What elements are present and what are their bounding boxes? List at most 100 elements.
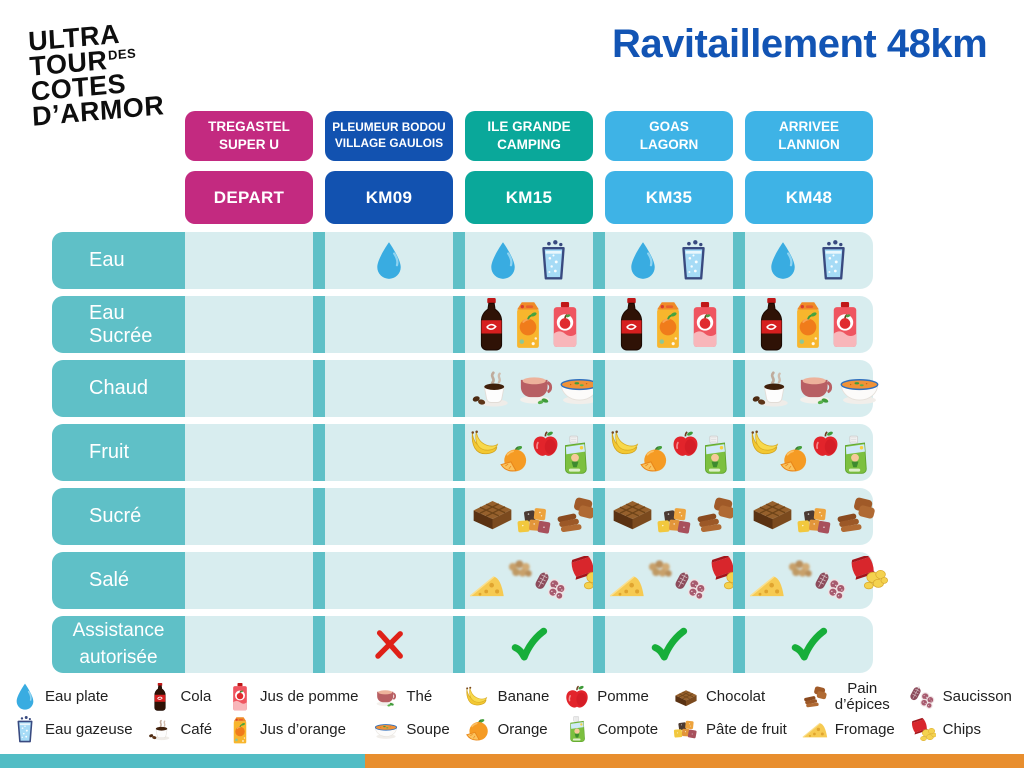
supply-cell: [325, 616, 453, 673]
chocolate-icon: [609, 495, 656, 531]
soup-icon: [373, 716, 399, 744]
sparkling-water-icon: [677, 240, 710, 282]
legend-column: Cola Café: [147, 682, 212, 745]
supply-cell: [185, 488, 313, 545]
saucisson-icon: [535, 570, 568, 600]
column-separator: [453, 360, 465, 417]
legend-label: Jus d’orange: [260, 721, 346, 739]
legend-label: Banane: [497, 688, 550, 706]
supply-cell: [185, 296, 313, 353]
column-separator: [453, 296, 465, 353]
supply-cell: [465, 488, 593, 545]
legend-column: Jus de pomme Jus d’orange: [227, 682, 358, 745]
column-separator: [453, 424, 465, 481]
row-label: Fruit: [52, 424, 185, 481]
apple-juice-icon: [551, 302, 579, 348]
orange-icon: [499, 444, 530, 474]
legend-item: Cola: [147, 682, 212, 712]
column-separator: [313, 616, 325, 673]
station-km-km35: KM35: [605, 171, 733, 224]
check-icon: [649, 626, 689, 664]
station-km-depart: DEPART: [185, 171, 313, 224]
apple-icon: [531, 430, 560, 458]
legend-label: Chocolat: [705, 688, 766, 706]
water-drop-icon: [488, 241, 518, 281]
column-separator: [733, 616, 745, 673]
supply-row: Eau: [52, 232, 873, 289]
pate-de-fruit-icon: [516, 506, 554, 537]
supply-cell: [325, 360, 453, 417]
station-km-row: DEPART KM09 KM15 KM35 KM48: [52, 171, 873, 224]
supply-cell: [465, 232, 593, 289]
legend-label: Café: [180, 721, 213, 739]
legend-label: Cola: [180, 688, 212, 706]
cola-icon: [479, 298, 504, 351]
legend-column: Eau plate Eau gazeuse: [12, 682, 133, 745]
legend-label: Pomme: [597, 688, 649, 706]
cola-icon: [147, 683, 173, 711]
apple-juice-icon: [691, 302, 719, 348]
supply-row: Assistance autorisée: [52, 616, 873, 673]
chips-icon: [848, 556, 888, 590]
legend-item: Eau gazeuse: [12, 715, 133, 745]
legend-item: Jus de pomme: [227, 682, 358, 712]
pate-de-fruit-icon: [656, 506, 694, 537]
supply-cell: [325, 296, 453, 353]
supply-row: Chaud: [52, 360, 873, 417]
column-separator: [313, 296, 325, 353]
supply-cell: [185, 232, 313, 289]
column-separator: [593, 552, 605, 609]
chocolate-icon: [673, 683, 699, 711]
column-separator: [733, 552, 745, 609]
supply-cell: [605, 296, 733, 353]
pate-de-fruit-icon: [796, 506, 834, 537]
legend: Eau plate Eau gazeuse Cola Café Jus de pomme…: [12, 680, 1012, 745]
legend-item: Fromage: [802, 715, 895, 745]
pate-de-fruit-icon: [673, 716, 699, 744]
supply-cell: [185, 360, 313, 417]
supply-cell: [605, 232, 733, 289]
orange-juice-icon: [227, 716, 253, 744]
legend-item: Orange: [465, 715, 550, 745]
legend-label: Pâte de fruit: [705, 721, 787, 739]
legend-column: Pomme Compote: [564, 682, 658, 745]
station-name-km48: ARRIVEE LANNION: [745, 111, 873, 161]
supply-cell: [745, 296, 873, 353]
column-separator: [453, 488, 465, 545]
station-names-row: TREGASTEL SUPER U PLEUMEUR BODOU VILLAGE GA…: [52, 111, 873, 161]
water-drop-icon: [768, 241, 798, 281]
orange-juice-icon: [654, 300, 682, 349]
supply-cell: [745, 232, 873, 289]
compote-icon: [562, 435, 588, 477]
cola-icon: [759, 298, 784, 351]
apple-juice-icon: [831, 302, 859, 348]
pain-epices-icon: [554, 496, 597, 534]
supply-cell: [325, 424, 453, 481]
crackers-blurred-icon: [505, 559, 535, 580]
fromage-icon: [609, 572, 645, 600]
pain-epices-icon: [694, 496, 737, 534]
legend-label: Pain d’épices: [834, 680, 890, 713]
column-separator: [733, 488, 745, 545]
legend-label: Eau plate: [45, 688, 109, 706]
supply-cell: [745, 360, 873, 417]
legend-item: Soupe: [373, 715, 450, 745]
footer-bar-orange: [365, 754, 1024, 768]
supply-cell: [465, 360, 593, 417]
tea-icon: [794, 372, 837, 405]
row-label: Chaud: [52, 360, 185, 417]
supply-cell: [605, 616, 733, 673]
orange-icon: [779, 444, 810, 474]
station-name-km15: ILE GRANDE CAMPING: [465, 111, 593, 161]
pain-epices-icon: [802, 683, 828, 711]
column-separator: [593, 488, 605, 545]
water-drop-icon: [628, 241, 658, 281]
fromage-icon: [469, 572, 505, 600]
legend-label: Eau gazeuse: [45, 721, 133, 739]
column-separator: [453, 616, 465, 673]
legend-item: Café: [147, 715, 212, 745]
legend-item: Chocolat: [673, 682, 787, 712]
saucisson-icon: [815, 570, 848, 600]
supply-row: Fruit: [52, 424, 873, 481]
